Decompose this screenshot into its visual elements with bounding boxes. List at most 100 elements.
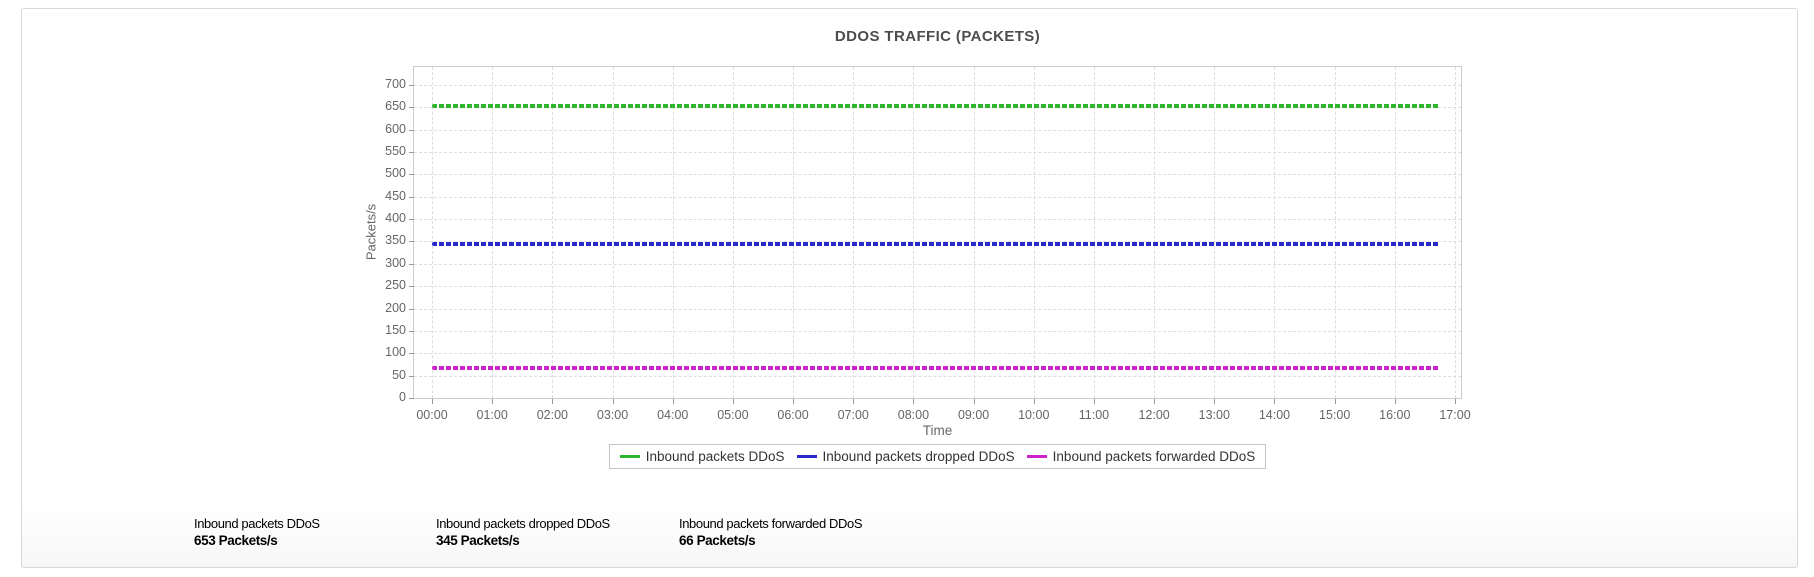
x-tick-label: 14:00 [1258, 408, 1291, 422]
y-gridline [414, 129, 1461, 131]
x-gridline [1455, 67, 1456, 398]
x-tick-label: 12:00 [1138, 408, 1170, 422]
x-gridline [1154, 67, 1156, 398]
x-tick-label: 01:00 [476, 408, 508, 422]
x-tick-label: 05:00 [717, 408, 749, 422]
x-tick-icon [732, 399, 734, 404]
y-tick-label: 350 [385, 233, 406, 248]
y-tick-label: 650 [385, 99, 406, 114]
chart-title: DDOS TRAFFIC (PACKETS) [834, 28, 1041, 45]
y-tick-icon [409, 308, 414, 310]
y-gridline [414, 263, 1461, 265]
stat-label: Inbound packets DDoS [194, 516, 320, 531]
legend-swatch-icon [1026, 455, 1047, 458]
y-tick-label: 0 [399, 390, 406, 404]
y-gridline [414, 286, 1461, 288]
legend-box: Inbound packets DDoS Inbound packets dro… [608, 444, 1267, 469]
x-gridline [432, 67, 433, 398]
x-tick-icon [853, 399, 855, 404]
y-tick-label: 400 [385, 211, 406, 226]
x-gridline [853, 67, 855, 398]
y-tick-icon [409, 196, 414, 198]
y-gridline [414, 196, 1461, 198]
stat-block: Inbound packets DDoS 653 Packets/s [194, 515, 434, 549]
y-tick-icon [409, 286, 414, 288]
y-tick-label: 450 [385, 188, 406, 203]
x-gridline [1394, 67, 1396, 398]
legend: Inbound packets DDoS Inbound packets dro… [413, 444, 1462, 469]
x-gridline [492, 67, 494, 398]
legend-label: Inbound packets dropped DDoS [822, 449, 1015, 464]
legend-item: Inbound packets dropped DDoS [796, 449, 1015, 464]
x-tick-label: 17:00 [1439, 408, 1471, 422]
y-tick-label: 600 [385, 121, 406, 136]
x-tick-label: 08:00 [897, 408, 930, 422]
x-tick-label: 03:00 [596, 408, 629, 422]
y-gridline [414, 219, 1461, 221]
x-tick-icon [1214, 399, 1216, 404]
x-tick-icon [793, 399, 795, 404]
x-tick-icon [973, 399, 975, 404]
y-tick-label: 700 [385, 76, 406, 91]
stat-block: Inbound packets forwarded DDoS 66 Packet… [679, 515, 919, 549]
x-gridline [973, 67, 975, 398]
x-tick-label: 10:00 [1018, 408, 1050, 422]
x-tick-label: 00:00 [416, 408, 448, 422]
y-gridline [414, 375, 1461, 377]
x-tick-icon [672, 399, 674, 404]
y-gridline [414, 174, 1461, 176]
y-tick-label: 200 [385, 300, 406, 315]
x-tick-icon [1154, 399, 1156, 404]
y-tick-icon [409, 375, 414, 377]
x-gridline [1093, 67, 1095, 398]
series-line-0 [432, 103, 1440, 108]
y-tick-icon [409, 151, 414, 153]
x-tick-label: 04:00 [657, 408, 689, 422]
x-tick-icon [1274, 399, 1276, 404]
y-tick-label: 300 [385, 255, 406, 270]
x-tick-icon [612, 399, 614, 404]
y-tick-icon [409, 330, 414, 332]
legend-item: Inbound packets forwarded DDoS [1026, 449, 1256, 464]
stat-value: 653 Packets/s [194, 533, 278, 548]
x-gridline [552, 67, 554, 398]
y-tick-icon [409, 263, 414, 265]
stat-value: 66 Packets/s [679, 533, 756, 548]
x-gridline [612, 67, 614, 398]
stat-label: Inbound packets dropped DDoS [436, 516, 610, 531]
x-gridline [672, 67, 674, 398]
y-gridline [414, 330, 1461, 332]
series-line-2 [432, 366, 1440, 371]
y-tick-icon [409, 174, 414, 176]
y-gridline [414, 84, 1461, 86]
legend-swatch-icon [796, 455, 817, 458]
stat-value: 345 Packets/s [436, 533, 520, 548]
x-tick-icon [1455, 399, 1456, 404]
x-tick-icon [492, 399, 494, 404]
y-tick-icon [409, 84, 414, 86]
x-tick-label: 15:00 [1319, 408, 1351, 422]
y-tick-icon [409, 241, 414, 243]
x-gridline [732, 67, 734, 398]
x-tick-label: 02:00 [536, 408, 568, 422]
stat-block: Inbound packets dropped DDoS 345 Packets… [436, 515, 676, 549]
x-tick-label: 11:00 [1078, 408, 1110, 422]
x-gridline [1334, 67, 1336, 398]
x-tick-icon [1334, 399, 1336, 404]
y-tick-icon [409, 398, 414, 399]
y-tick-label: 250 [385, 278, 406, 293]
legend-label: Inbound packets DDoS [645, 449, 785, 464]
y-tick-icon [409, 219, 414, 221]
legend-item: Inbound packets DDoS [619, 449, 785, 464]
x-gridline [1274, 67, 1276, 398]
x-tick-icon [1033, 399, 1035, 404]
legend-label: Inbound packets forwarded DDoS [1052, 449, 1256, 464]
x-tick-icon [432, 399, 433, 404]
chart-card: DDOS TRAFFIC (PACKETS) Packets/s 0 50 100 1… [21, 8, 1798, 568]
x-tick-label: 16:00 [1379, 408, 1411, 422]
x-gridline [913, 67, 915, 398]
y-tick-label: 550 [385, 143, 406, 158]
x-tick-label: 13:00 [1198, 408, 1230, 422]
x-axis-title: Time [922, 423, 953, 438]
y-tick-icon [409, 107, 414, 109]
